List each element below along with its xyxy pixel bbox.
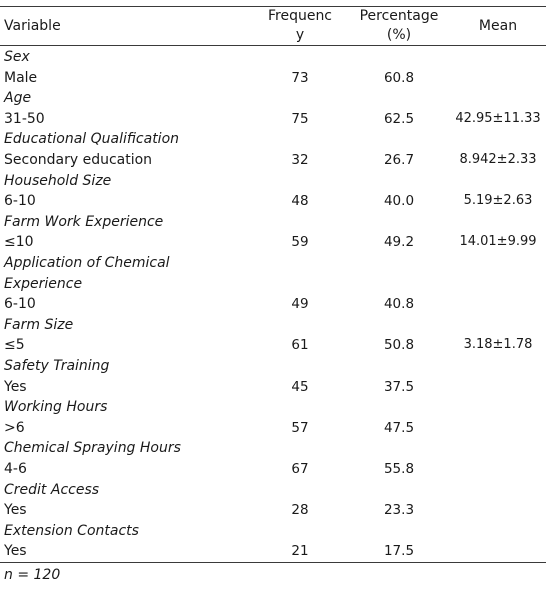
row-label: ≤5 [4,337,25,354]
frequency-cell: 32 [291,152,309,168]
percentage-cell: 50.8 [383,337,415,354]
row-label: Yes [4,378,27,395]
category-label: Working Hours [4,399,108,416]
category-label: Household Size [4,172,112,189]
row-label: Secondary education [4,152,153,168]
category-label: Farm Work Experience [4,213,164,230]
category-label: Experience [4,275,83,292]
category-label: Educational Qualification [4,131,180,148]
row-label: ≤10 [4,234,34,251]
bottom-rule [0,562,546,563]
mean-cell: 5.19±2.63 [463,193,533,209]
mean-cell: 8.942±2.33 [459,152,537,167]
percentage-cell: 37.5 [383,378,415,395]
percentage-cell: 23.3 [383,502,415,519]
frequency-cell: 67 [291,461,309,477]
header-frequency-line2: y [295,27,305,43]
frequency-cell: 48 [291,193,309,210]
frequency-cell: 28 [291,502,309,519]
sample-size-note: n = 120 [4,567,61,583]
header-percentage-line1: Percentage [359,8,439,24]
percentage-cell: 17.5 [383,543,415,560]
frequency-cell: 61 [291,337,309,354]
category-label: Chemical Spraying Hours [4,440,181,457]
row-label: Yes [4,502,27,519]
percentage-cell: 40.8 [383,296,415,313]
percentage-cell: 26.7 [383,152,415,168]
top-rule [0,6,546,7]
mean-cell: 3.18±1.78 [463,337,533,353]
category-label: Safety Training [4,358,110,374]
row-label: 4-6 [4,461,27,477]
percentage-cell: 55.8 [383,461,415,477]
percentage-cell: 40.0 [383,193,415,210]
header-percentage: Percentage (%) [350,7,448,45]
header-frequency: Frequenc y [260,7,340,45]
category-label: Application of Chemical [4,255,170,271]
category-label: Extension Contacts [4,522,139,539]
frequency-cell: 57 [291,419,309,436]
header-frequency-line1: Frequenc [267,8,333,24]
percentage-cell: 47.5 [383,419,415,436]
frequency-cell: 21 [291,543,309,560]
frequency-cell: 73 [291,69,309,86]
mean-cell: 14.01±9.99 [459,234,537,250]
header-mean: Mean [478,18,518,34]
frequency-cell: 49 [291,296,309,313]
frequency-cell: 45 [291,378,309,395]
row-label: >6 [4,419,25,436]
percentage-cell: 60.8 [383,69,415,86]
category-label: Farm Size [4,316,74,333]
frequency-cell: 59 [291,234,309,251]
frequency-cell: 75 [291,110,309,127]
percentage-cell: 49.2 [383,234,415,251]
header-percentage-line2: (%) [386,27,412,43]
row-label: 6-10 [4,193,36,210]
category-label: Sex [4,49,30,65]
mean-cell: 42.95±11.33 [455,110,541,126]
row-label: 31-50 [4,110,45,127]
row-label: 6-10 [4,296,36,313]
header-rule [0,45,546,46]
category-label: Age [4,90,32,107]
category-label: Credit Access [4,481,100,498]
percentage-cell: 62.5 [383,110,415,127]
header-variable: Variable [4,18,61,34]
row-label: Male [4,69,38,86]
row-label: Yes [4,543,27,560]
